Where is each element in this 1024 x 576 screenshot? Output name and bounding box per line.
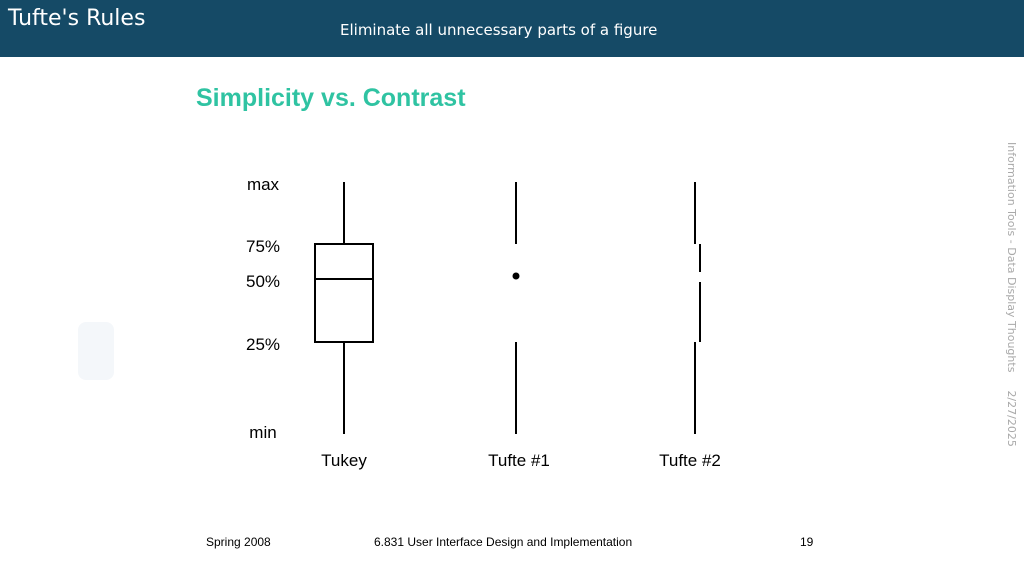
tufte-1-plot — [512, 182, 520, 434]
header-subtitle: Eliminate all unnecessary parts of a fig… — [340, 21, 658, 39]
header-title: Tufte's Rules — [8, 6, 146, 31]
footer-page-number: 19 — [800, 535, 814, 549]
level-label-25: 25% — [246, 335, 280, 354]
plot-label-tufte-1: Tufte #1 — [488, 451, 550, 470]
level-label-min: min — [249, 423, 276, 442]
side-note-course: Information Tools - Data Display Thought… — [1005, 142, 1018, 373]
level-label-75: 75% — [246, 237, 280, 256]
faint-decoration — [78, 322, 114, 380]
plot-label-tufte-2: Tufte #2 — [659, 451, 721, 470]
side-note-date: 2/27/2025 — [1005, 390, 1018, 447]
tukey-box — [314, 243, 374, 343]
side-note: Information Tools - Data Display Thought… — [998, 142, 1018, 452]
tukey-boxplot — [314, 182, 374, 434]
header-bar: Tufte's Rules Eliminate all unnecessary … — [0, 0, 1024, 57]
tufte-2-plot — [694, 182, 701, 434]
level-label-50: 50% — [246, 272, 280, 291]
footer-course-title: 6.831 User Interface Design and Implemen… — [374, 535, 633, 549]
level-label-max: max — [247, 175, 280, 194]
footer-term: Spring 2008 — [206, 535, 271, 549]
slide-heading: Simplicity vs. Contrast — [196, 84, 466, 112]
tufte-1-median-dot — [512, 272, 520, 280]
plot-label-tukey: Tukey — [321, 451, 367, 470]
